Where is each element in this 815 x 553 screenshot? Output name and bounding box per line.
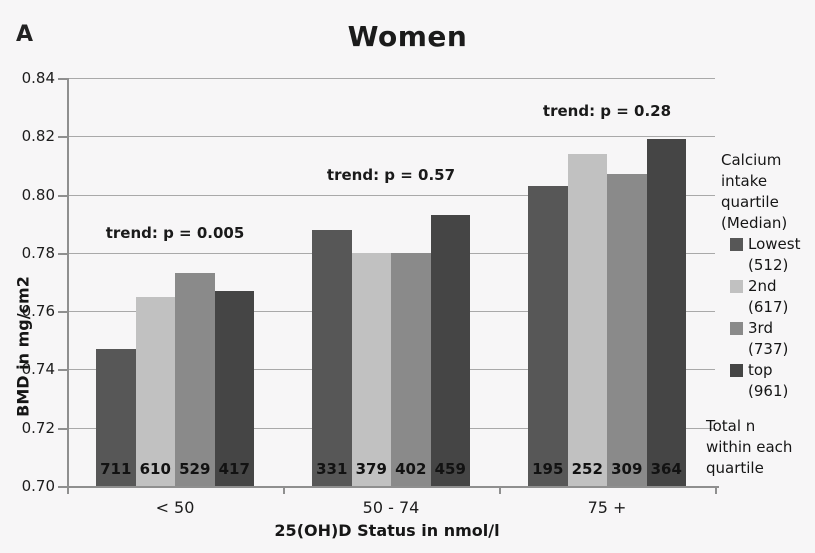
bar bbox=[96, 349, 136, 486]
chart-title: Women bbox=[347, 20, 468, 53]
legend-item: Lowest (512) bbox=[730, 234, 814, 276]
bar bbox=[646, 139, 686, 486]
bar bbox=[528, 185, 568, 486]
legend-item-label: 3rd bbox=[748, 319, 773, 337]
legend-title: Calcium intake quartile (Median) bbox=[721, 150, 814, 234]
y-tick-label: 0.84 bbox=[21, 69, 55, 87]
legend-swatch-top bbox=[730, 364, 743, 377]
legend-footnote: Total n within each quartile bbox=[706, 416, 814, 479]
gridline bbox=[67, 78, 715, 79]
legend-title-line: Calcium bbox=[721, 151, 782, 169]
legend-title-line: intake bbox=[721, 172, 768, 190]
legend-item-label: 2nd bbox=[748, 277, 777, 295]
legend-item-median: (617) bbox=[748, 298, 789, 316]
legend-footnote-line: quartile bbox=[706, 459, 764, 477]
legend-swatch-2nd bbox=[730, 280, 743, 293]
bar bbox=[175, 273, 215, 486]
y-axis-tick bbox=[58, 194, 67, 197]
y-axis-tick bbox=[58, 252, 67, 255]
bar-count-label: 711 bbox=[100, 460, 132, 478]
y-tick-label: 0.82 bbox=[21, 127, 55, 146]
bar-count-label: 529 bbox=[179, 460, 211, 478]
bar-count-label: 379 bbox=[355, 460, 387, 478]
y-axis-tick bbox=[58, 136, 67, 139]
bar-count-label: 252 bbox=[571, 460, 603, 478]
legend-item: 3rd (737) bbox=[730, 318, 814, 360]
legend-footnote-line: Total n bbox=[706, 417, 756, 435]
bar-count-label: 195 bbox=[532, 460, 564, 478]
y-tick-label: 0.70 bbox=[21, 477, 55, 495]
legend-item: 2nd (617) bbox=[730, 276, 814, 318]
legend-item: top (961) bbox=[730, 360, 814, 402]
bar-count-label: 402 bbox=[395, 460, 427, 478]
bar-count-label: 331 bbox=[316, 460, 348, 478]
y-axis-tick bbox=[58, 427, 67, 430]
y-axis-tick bbox=[58, 486, 67, 488]
bar-count-label: 417 bbox=[218, 460, 250, 478]
x-category-label: 50 - 74 bbox=[362, 498, 420, 517]
x-axis-tick bbox=[67, 486, 69, 494]
bar-count-label: 610 bbox=[139, 460, 171, 478]
legend-item-median: (737) bbox=[748, 340, 789, 358]
x-axis-title: 25(OH)D Status in nmol/l bbox=[274, 521, 500, 540]
bar bbox=[430, 214, 470, 486]
bar bbox=[312, 229, 352, 486]
bar bbox=[567, 153, 607, 486]
trend-annotation: trend: p = 0.28 bbox=[542, 102, 672, 121]
gridline bbox=[67, 136, 715, 138]
bar bbox=[214, 290, 254, 486]
x-axis-tick bbox=[499, 486, 501, 494]
bar-count-label: 459 bbox=[434, 460, 466, 478]
y-tick-label: 0.72 bbox=[21, 418, 55, 437]
legend-swatch-lowest bbox=[730, 238, 743, 251]
gridline bbox=[67, 194, 715, 196]
x-category-label: 75 + bbox=[587, 498, 627, 517]
y-tick-label: 0.80 bbox=[21, 185, 55, 204]
legend: Calcium intake quartile (Median) Lowest … bbox=[700, 150, 814, 479]
legend-item-median: (512) bbox=[748, 256, 789, 274]
x-category-label: < 50 bbox=[155, 498, 195, 517]
bar bbox=[351, 252, 391, 486]
y-axis-tick bbox=[58, 369, 67, 372]
trend-annotation: trend: p = 0.005 bbox=[105, 224, 245, 243]
y-tick-label: 0.78 bbox=[21, 243, 55, 262]
panel-label: A bbox=[16, 22, 34, 47]
legend-swatch-3rd bbox=[730, 322, 743, 335]
x-axis-tick bbox=[715, 486, 717, 494]
y-axis bbox=[67, 78, 69, 486]
y-axis-tick bbox=[58, 78, 67, 80]
x-axis bbox=[67, 486, 719, 488]
legend-footnote-line: within each bbox=[706, 438, 793, 456]
bar bbox=[607, 174, 647, 486]
y-axis-tick bbox=[58, 311, 67, 314]
legend-item-label: top bbox=[748, 361, 773, 379]
bar bbox=[391, 252, 431, 486]
trend-annotation: trend: p = 0.57 bbox=[326, 165, 456, 184]
bar bbox=[135, 296, 175, 486]
y-axis-title: BMD in mg/cm2 bbox=[13, 276, 33, 417]
bar-count-label: 364 bbox=[650, 460, 682, 478]
legend-item-label: Lowest bbox=[748, 235, 801, 253]
legend-item-median: (961) bbox=[748, 382, 789, 400]
legend-title-line: (Median) bbox=[721, 214, 788, 232]
y-tick-label: 0.76 bbox=[21, 302, 55, 321]
bar-count-label: 309 bbox=[611, 460, 643, 478]
y-tick-label: 0.74 bbox=[21, 360, 55, 379]
x-axis-tick bbox=[283, 486, 285, 494]
legend-title-line: quartile bbox=[721, 193, 779, 211]
